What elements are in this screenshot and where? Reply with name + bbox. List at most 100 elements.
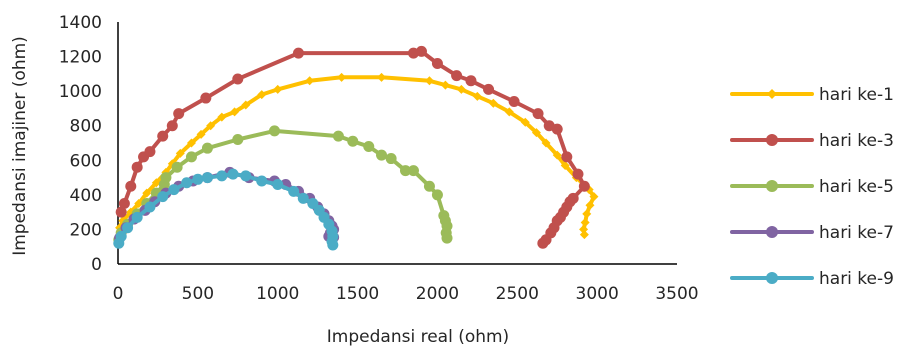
- data-point: [376, 149, 388, 161]
- data-point: [288, 185, 300, 197]
- data-point: [578, 180, 590, 192]
- data-point: [200, 92, 212, 104]
- data-point: [589, 192, 599, 202]
- data-point: [232, 134, 244, 146]
- legend-item-hari-ke-5: hari ke-5: [730, 177, 894, 197]
- y-axis-ticks: 0 200 400 600 800 1000 1200 1400: [59, 13, 102, 275]
- data-point: [332, 130, 344, 142]
- legend-item-hari-ke-7: hari ke-7: [730, 223, 894, 243]
- data-point: [273, 84, 283, 94]
- legend-item-hari-ke-3: hari ke-3: [730, 131, 894, 151]
- data-point: [201, 142, 213, 154]
- x-tick-label: 3000: [576, 284, 619, 304]
- data-point: [541, 138, 551, 148]
- data-point: [272, 178, 284, 190]
- x-tick-label: 2000: [416, 284, 459, 304]
- series-hari-ke-3: [115, 45, 590, 249]
- data-point: [151, 178, 161, 188]
- y-tick-label: 200: [70, 220, 102, 240]
- data-point: [551, 123, 563, 135]
- data-point: [185, 151, 197, 163]
- data-point: [168, 184, 180, 196]
- data-point: [292, 47, 304, 59]
- x-tick-label: 1500: [336, 284, 379, 304]
- data-point: [241, 100, 251, 110]
- legend: hari ke-1 hari ke-3 hari ke-5 hari ke-7 hari…: [730, 85, 894, 289]
- data-point: [327, 239, 339, 251]
- legend-label: hari ke-7: [819, 223, 894, 243]
- data-point: [171, 161, 183, 173]
- legend-label: hari ke-3: [819, 131, 894, 151]
- y-tick-label: 1200: [59, 48, 102, 68]
- data-point: [399, 165, 411, 177]
- data-point: [504, 107, 514, 117]
- data-point: [415, 45, 427, 57]
- data-point: [227, 168, 239, 180]
- data-point: [451, 70, 463, 82]
- data-point: [537, 237, 549, 249]
- y-tick-label: 1000: [59, 82, 102, 102]
- data-point: [118, 198, 130, 209]
- data-point: [431, 57, 443, 69]
- legend-item-hari-ke-9: hari ke-9: [730, 269, 894, 289]
- legend-swatch-marker: [766, 180, 778, 192]
- x-tick-label: 2500: [496, 284, 539, 304]
- data-point: [532, 108, 544, 120]
- legend-item-hari-ke-1: hari ke-1: [730, 85, 894, 105]
- series-hari-ke-1: [115, 72, 599, 240]
- y-tick-label: 1400: [59, 13, 102, 33]
- data-point: [134, 199, 144, 208]
- data-point: [307, 198, 319, 209]
- data-point: [157, 191, 169, 203]
- data-point: [217, 112, 227, 122]
- data-point: [201, 172, 213, 184]
- data-point: [115, 206, 127, 218]
- data-point: [230, 107, 240, 117]
- data-point: [131, 161, 143, 173]
- legend-swatch-marker: [766, 272, 778, 284]
- data-point: [166, 120, 178, 132]
- plot-area: [113, 45, 599, 251]
- data-point: [560, 160, 570, 170]
- data-point: [305, 76, 315, 86]
- data-point: [216, 170, 228, 182]
- y-tick-label: 400: [70, 186, 102, 206]
- x-tick-label: 500: [182, 284, 214, 304]
- y-tick-label: 600: [70, 151, 102, 171]
- data-point: [181, 177, 193, 189]
- data-point: [297, 192, 309, 204]
- x-tick-label: 1000: [256, 284, 299, 304]
- data-point: [125, 180, 137, 192]
- data-point: [456, 84, 466, 94]
- data-point: [337, 72, 347, 82]
- data-point: [483, 83, 495, 95]
- data-point: [240, 170, 252, 182]
- data-point: [488, 98, 498, 108]
- data-point: [160, 172, 172, 184]
- data-point: [579, 230, 589, 240]
- data-point: [407, 165, 419, 177]
- data-point: [192, 173, 204, 185]
- legend-swatch-marker: [766, 226, 778, 238]
- data-point: [520, 117, 530, 127]
- x-tick-label: 0: [113, 284, 124, 304]
- series-line-hari-ke-3: [119, 49, 587, 246]
- data-point: [423, 180, 435, 192]
- data-point: [206, 121, 216, 131]
- legend-swatch-marker: [766, 134, 778, 146]
- data-point: [157, 130, 169, 142]
- y-tick-label: 800: [70, 117, 102, 137]
- y-tick-label: 0: [91, 255, 102, 275]
- data-point: [531, 128, 541, 138]
- series-hari-ke-9: [113, 168, 339, 251]
- data-point: [431, 189, 443, 201]
- data-point: [186, 138, 196, 148]
- data-point: [131, 211, 143, 223]
- data-point: [347, 135, 359, 147]
- data-point: [232, 73, 244, 85]
- data-point: [142, 188, 152, 198]
- legend-label: hari ke-1: [819, 85, 894, 105]
- legend-swatch-marker: [767, 89, 777, 99]
- data-point: [256, 175, 268, 187]
